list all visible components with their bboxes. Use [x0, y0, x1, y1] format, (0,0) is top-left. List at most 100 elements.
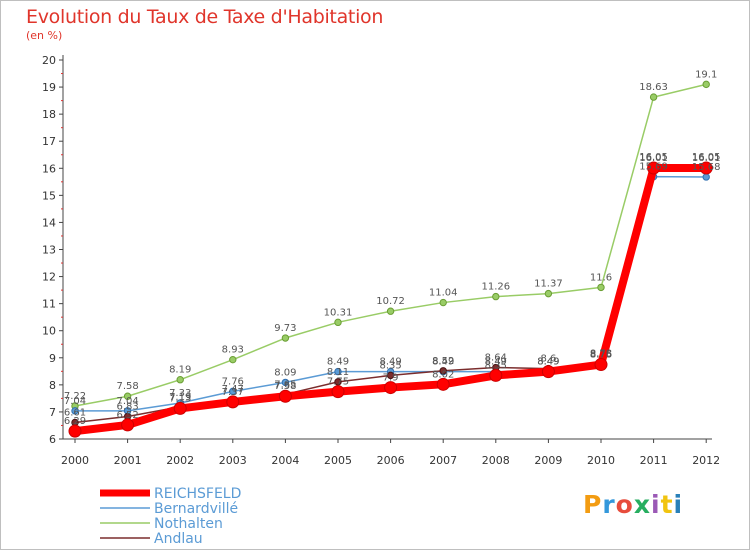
x-tick-label: 2009 [534, 454, 562, 467]
data-point-nothalten [544, 289, 553, 298]
x-tick-label: 2008 [482, 454, 510, 467]
data-label-andlau: 6.83 [116, 402, 138, 413]
legend-label-bernardvill-: Bernardvillé [154, 501, 238, 517]
data-label-reichsfeld: 7.9 [383, 373, 399, 384]
data-label-nothalten: 10.72 [376, 296, 405, 307]
data-point-nothalten [597, 283, 605, 292]
data-point-bernardvill- [281, 378, 290, 387]
y-tick-label: 20 [42, 54, 56, 67]
x-tick-label: 2000 [61, 454, 89, 467]
y-tick-label: 18 [42, 108, 56, 121]
data-point-bernardvill- [71, 407, 79, 415]
data-label-reichsfeld: 6.52 [116, 410, 138, 421]
data-label-andlau: 7.65 [274, 379, 296, 390]
chart-data-labels: 6.296.527.137.377.58 7.75 7.9 8.028.35 8.498… [64, 69, 721, 427]
data-point-reichsfeld [594, 358, 608, 372]
y-tick-label: 7 [49, 406, 56, 419]
data-label-bernardvill-: 15.69 [639, 162, 668, 173]
data-label-reichsfeld: 7.37 [222, 387, 244, 398]
y-tick-label: 6 [49, 433, 56, 446]
legend-label-nothalten: Nothalten [154, 516, 223, 532]
x-tick-label: 2003 [219, 454, 247, 467]
data-label-andlau: 8.6 [540, 354, 556, 365]
data-point-nothalten [649, 93, 658, 101]
logo-letter: r [602, 490, 616, 519]
data-label-bernardvill-: 7.04 [64, 396, 86, 407]
legend-label-andlau: Andlau [154, 531, 203, 547]
y-tick-label: 11 [42, 298, 56, 311]
data-label-nothalten: 11.04 [429, 288, 458, 299]
chart-title: Evolution du Taux de Taxe d'Habitation [26, 6, 384, 28]
data-label-andlau: 16.05 [692, 152, 721, 163]
data-label-nothalten: 11.6 [590, 272, 612, 283]
x-tick-label: 2011 [640, 454, 668, 467]
data-label-andlau: 8.35 [379, 360, 401, 371]
data-label-nothalten: 7.58 [116, 381, 138, 392]
data-point-nothalten [386, 307, 395, 315]
x-tick-label: 2001 [114, 454, 142, 467]
data-point-reichsfeld [541, 365, 555, 379]
data-point-andlau [334, 378, 342, 386]
data-point-bernardvill- [229, 387, 237, 396]
x-tick-label: 2005 [324, 454, 352, 467]
data-point-reichsfeld [278, 389, 292, 403]
data-label-bernardvill-: 15.68 [692, 162, 721, 173]
data-label-reichsfeld: 16.01 [692, 153, 721, 164]
y-tick-label: 15 [42, 189, 56, 202]
data-point-nothalten [281, 334, 290, 342]
data-label-bernardvill-: 7.76 [222, 376, 244, 387]
y-tick-label: 16 [42, 162, 56, 175]
data-label-nothalten: 18.63 [639, 82, 668, 93]
data-label-reichsfeld: 8.49 [537, 357, 559, 368]
data-label-bernardvill-: 8.09 [274, 367, 296, 378]
data-label-andlau: 7.19 [169, 392, 191, 403]
x-tick-label: 2010 [587, 454, 615, 467]
y-tick-label: 14 [42, 216, 56, 229]
logo-letter: o [615, 490, 634, 519]
x-tick-label: 2004 [271, 454, 299, 467]
data-label-reichsfeld: 16.01 [639, 153, 668, 164]
data-label-andlau: 7.47 [222, 384, 244, 395]
data-label-bernardvill-: 8.78 [590, 349, 612, 360]
logo-letter: i [673, 490, 684, 519]
data-label-bernardvill-: 7.04 [116, 396, 138, 407]
chart-axes: 6 7 8 9 10 11 12 13 14 15 16 17 18 19 20 2000 2001 2002 20… [42, 54, 720, 467]
data-point-nothalten [334, 318, 342, 327]
y-tick-label: 13 [42, 244, 56, 257]
chart-series [68, 80, 713, 438]
data-label-reichsfeld: 8.35 [485, 360, 507, 371]
data-label-andlau: 6.61 [64, 407, 86, 418]
y-tick-label: 12 [42, 271, 56, 284]
data-point-reichsfeld [489, 368, 503, 382]
data-point-reichsfeld [226, 395, 240, 409]
data-point-reichsfeld [121, 418, 135, 432]
data-point-andlau [439, 367, 447, 375]
data-label-nothalten: 9.73 [274, 323, 296, 334]
data-label-bernardvill-: 7.33 [169, 388, 191, 399]
data-point-andlau [386, 371, 395, 380]
data-label-nothalten: 7.22 [64, 391, 86, 402]
data-point-bernardvill- [702, 173, 710, 181]
data-label-andlau: 8.64 [485, 353, 507, 364]
x-tick-label: 2006 [377, 454, 405, 467]
data-point-reichsfeld [331, 385, 345, 399]
y-tick-label: 9 [49, 352, 56, 365]
data-label-andlau: 8.11 [327, 367, 349, 378]
data-label-reichsfeld: 7.75 [327, 377, 349, 388]
data-point-reichsfeld [68, 424, 82, 438]
logo-letter: i [651, 490, 661, 519]
data-point-nothalten [702, 80, 710, 89]
x-tick-label: 2012 [692, 454, 720, 467]
y-tick-label: 19 [42, 81, 56, 94]
data-label-bernardvill-: 8.49 [379, 357, 401, 368]
data-label-nothalten: 8.19 [169, 365, 191, 376]
data-point-nothalten [176, 376, 184, 384]
data-label-nothalten: 19.1 [695, 69, 717, 80]
data-label-nothalten: 10.31 [324, 307, 353, 318]
data-label-reichsfeld: 8.02 [432, 369, 454, 380]
data-label-nothalten: 8.93 [222, 345, 244, 356]
data-label-bernardvill-: 8.49 [432, 357, 454, 368]
data-point-nothalten [123, 392, 132, 400]
x-tick-label: 2007 [429, 454, 457, 467]
